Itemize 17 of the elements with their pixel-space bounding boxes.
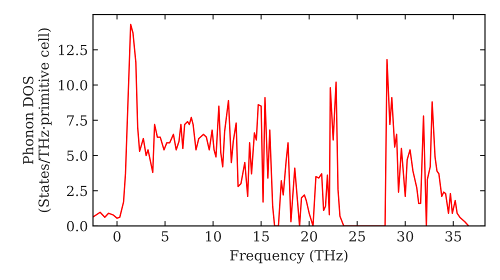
x-axis-title: Frequency (THz) bbox=[230, 250, 348, 264]
y-tick-label: 0.0 bbox=[66, 220, 88, 232]
y-tick-label: 10.0 bbox=[58, 80, 88, 90]
x-tick-label: 5 bbox=[162, 231, 168, 242]
x-tick-label: 35 bbox=[446, 231, 462, 242]
y-tick-label: 7.5 bbox=[67, 115, 88, 126]
y-tick-label: 5.0 bbox=[67, 150, 88, 161]
x-tick-label: 15 bbox=[254, 231, 269, 242]
x-tick-label: 25 bbox=[349, 231, 365, 242]
y-tick-label: 2.5 bbox=[66, 186, 88, 196]
x-tick-label: 0 bbox=[114, 231, 121, 242]
x-tick-label: 20 bbox=[301, 231, 318, 242]
x-tick-label: 30 bbox=[397, 231, 414, 242]
y-axis-title: Phonon DOS (States/THz·primitive cell) bbox=[22, 28, 52, 212]
y-tick-label: 12.5 bbox=[58, 44, 88, 56]
line-series bbox=[93, 24, 470, 226]
x-tick-label: 10 bbox=[206, 231, 222, 242]
